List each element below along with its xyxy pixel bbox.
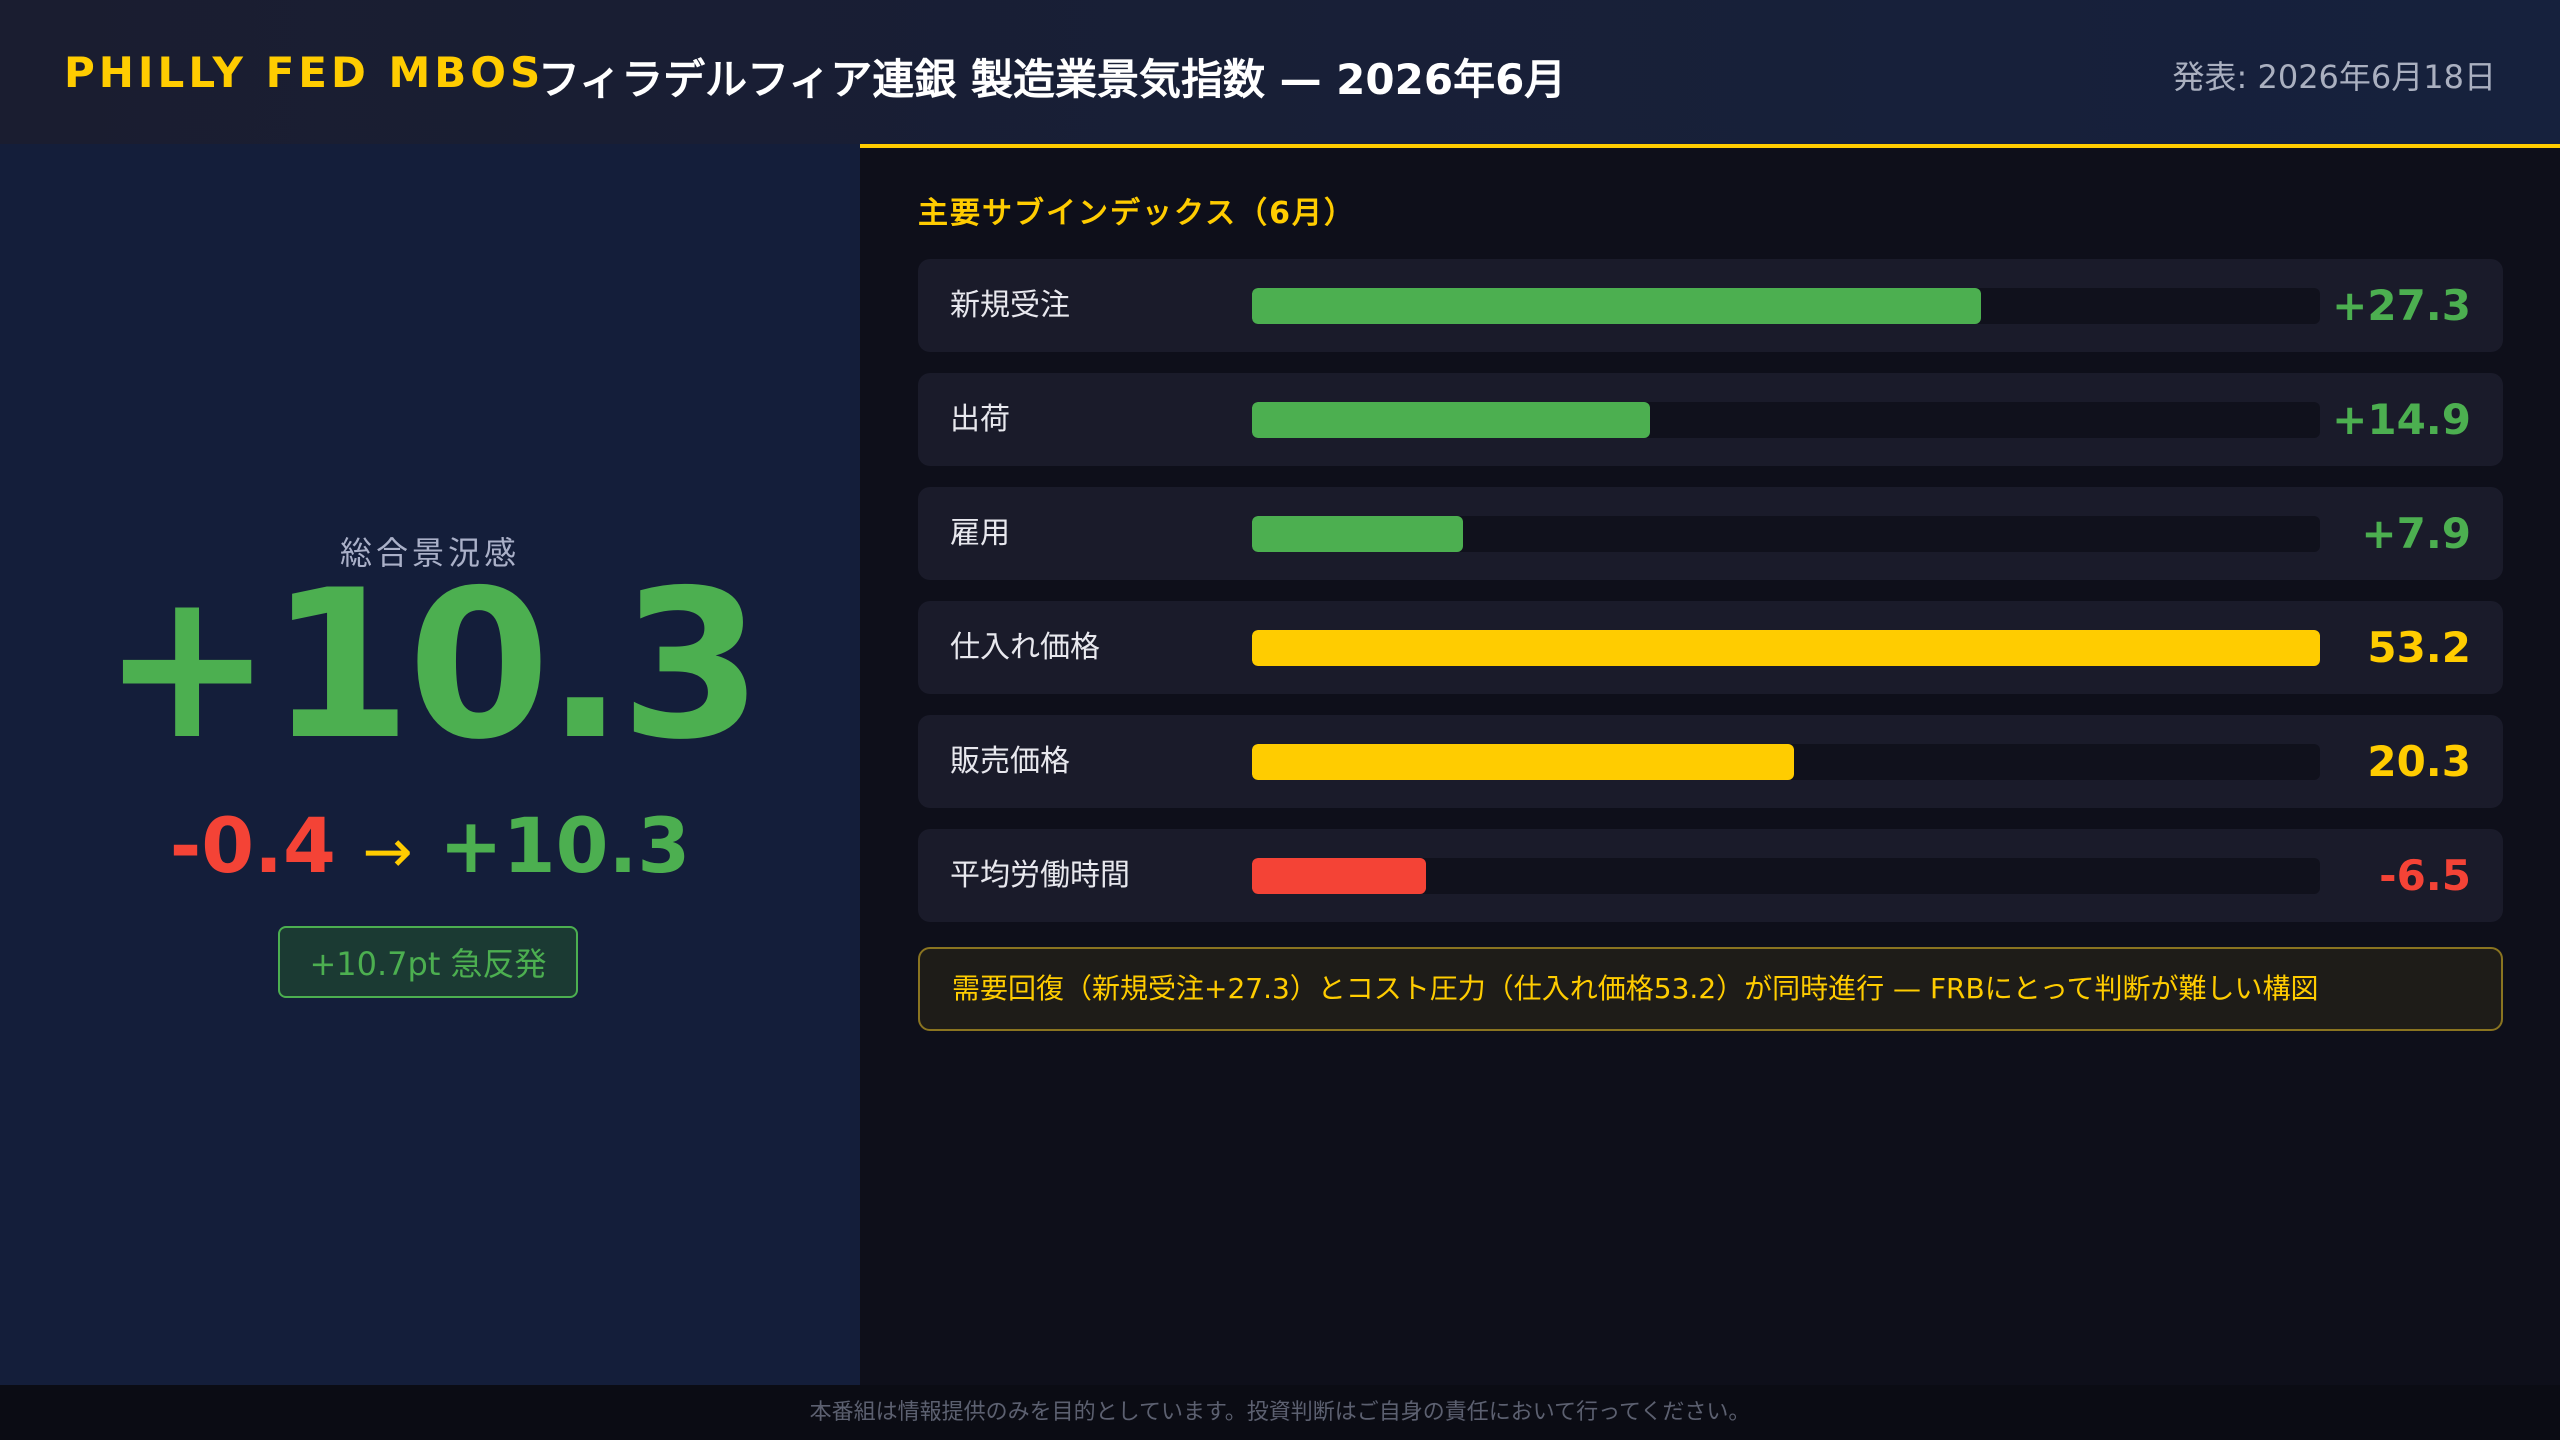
subindex-row: 平均労働時間 -6.5 xyxy=(918,829,2503,922)
headline-change: -0.4 → +10.3 xyxy=(0,800,860,891)
value-label: +7.9 xyxy=(2361,509,2471,558)
subindex-label: 新規受注 xyxy=(950,288,1070,323)
bar-track xyxy=(1252,402,2320,438)
bar-track xyxy=(1252,858,2320,894)
bar xyxy=(1252,630,2320,666)
release-date: 発表: 2026年6月18日 xyxy=(2172,58,2496,96)
title: フィラデルフィア連銀 製造業景気指数 — 2026年6月 xyxy=(538,55,1567,104)
headline-label: 総合景況感 xyxy=(339,534,520,572)
bar xyxy=(1252,402,1650,438)
subindex-row: 販売価格 20.3 xyxy=(918,715,2503,808)
subindex-label: 平均労働時間 xyxy=(950,858,1130,893)
value-label: +27.3 xyxy=(2332,281,2471,330)
subindex-label: 仕入れ価格 xyxy=(950,630,1100,665)
subindex-row: 新規受注 +27.3 xyxy=(918,259,2503,352)
bar xyxy=(1252,858,1426,894)
bar-track xyxy=(1252,744,2320,780)
bar xyxy=(1252,288,1981,324)
bar xyxy=(1252,744,1794,780)
arrow: → xyxy=(362,817,413,887)
chart-title: 主要サブインデックス（6月） xyxy=(918,196,1356,231)
value-label: -6.5 xyxy=(2379,851,2471,900)
bar-track xyxy=(1252,288,2320,324)
value-label: 20.3 xyxy=(2367,737,2471,786)
headline-panel: 総合景況感 +10.3 -0.4 → +10.3 +10.7pt 急反発 xyxy=(0,144,860,1385)
subindex-row: 出荷 +14.9 xyxy=(918,373,2503,466)
current-value: +10.3 xyxy=(439,801,691,890)
bar-track xyxy=(1252,516,2320,552)
disclaimer: 本番組は情報提供のみを目的としています。投資判断はご自身の責任において行ってくだ… xyxy=(0,1385,2560,1440)
headline-value: +10.3 xyxy=(101,547,763,785)
note: 需要回復（新規受注+27.3）とコスト圧力（仕入れ価格53.2）が同時進行 — … xyxy=(918,947,2503,1031)
value-label: +14.9 xyxy=(2332,395,2471,444)
subindex-row: 仕入れ価格 53.2 xyxy=(918,601,2503,694)
bar-track xyxy=(1252,630,2320,666)
subindex-label: 雇用 xyxy=(950,516,1010,551)
subindex-panel: 主要サブインデックス（6月） 需要回復（新規受注+27.3）とコスト圧力（仕入れ… xyxy=(860,144,2560,1385)
bar xyxy=(1252,516,1463,552)
previous-value: -0.4 xyxy=(169,801,336,890)
header: PHILLY FED MBOS フィラデルフィア連銀 製造業景気指数 — 202… xyxy=(0,0,2560,144)
brand: PHILLY FED MBOS xyxy=(64,48,545,97)
change-badge: +10.7pt 急反発 xyxy=(278,926,578,998)
subindex-label: 販売価格 xyxy=(950,744,1070,779)
subindex-row: 雇用 +7.9 xyxy=(918,487,2503,580)
value-label: 53.2 xyxy=(2367,623,2471,672)
subindex-label: 出荷 xyxy=(950,402,1010,437)
